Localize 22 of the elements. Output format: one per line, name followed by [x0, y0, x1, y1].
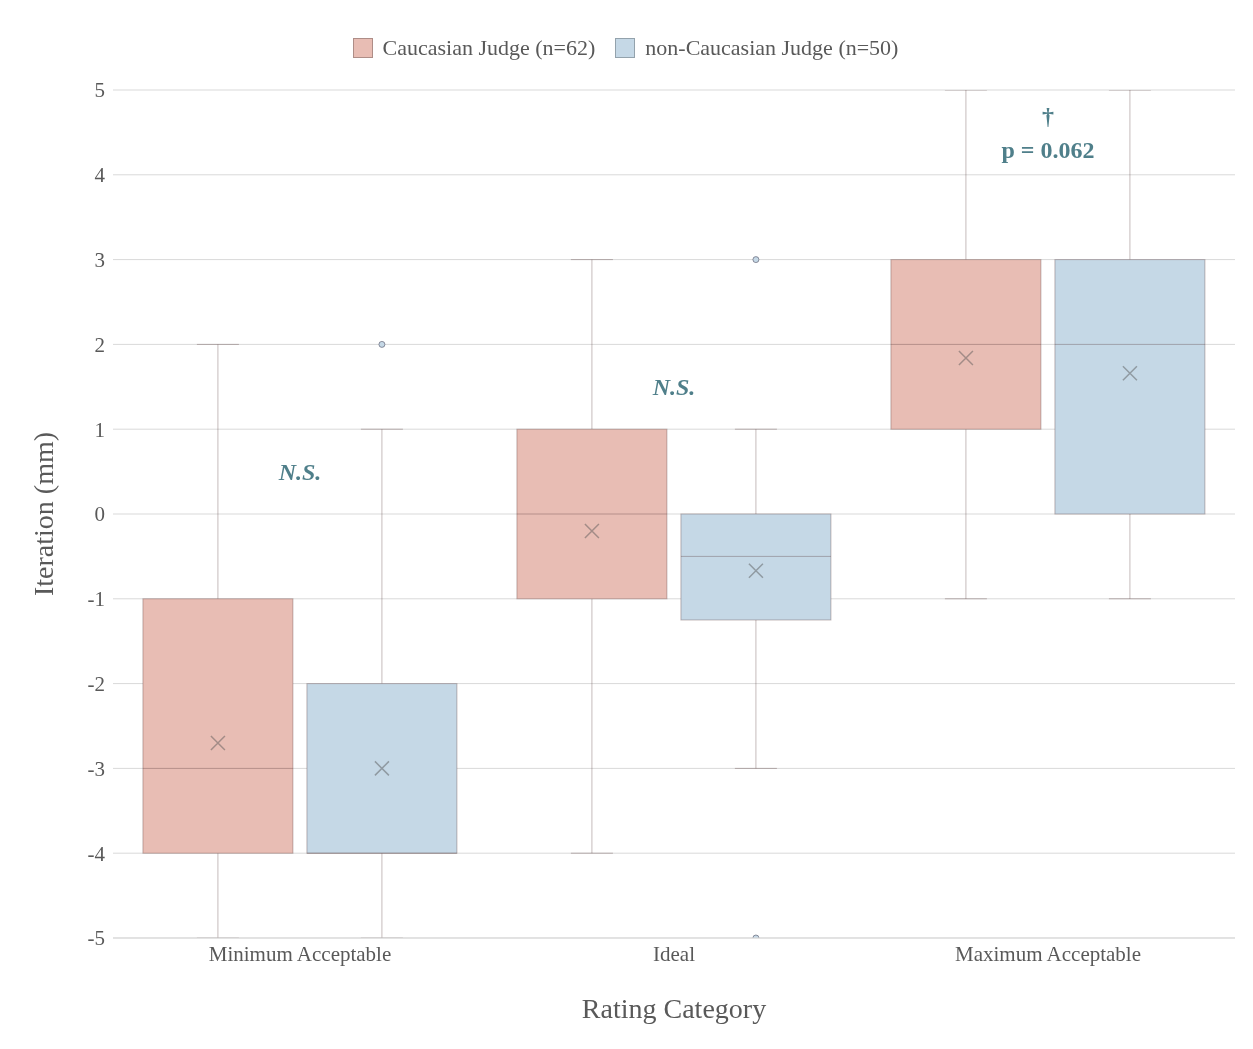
legend-label: Caucasian Judge (n=62): [381, 35, 596, 61]
y-tick-label: 0: [94, 502, 105, 527]
y-tick-label: -2: [87, 672, 105, 697]
x-tick-label: Maximum Acceptable: [954, 941, 1142, 966]
x-tick-label: Ideal: [653, 941, 696, 966]
y-tick-label: 5: [94, 78, 105, 103]
annotation: N.S.: [277, 459, 322, 486]
y-tick-label: -1: [87, 587, 105, 612]
legend-label: non-Caucasian Judge (n=50): [644, 35, 899, 61]
y-tick-label: -3: [87, 756, 105, 781]
annotation: †: [1042, 102, 1054, 129]
y-tick-label: 1: [94, 417, 105, 442]
y-tick-label: -5: [87, 926, 105, 951]
y-axis-title: Iteration (mm): [27, 431, 59, 597]
y-tick-label: 2: [94, 332, 105, 357]
x-axis-title: Rating Category: [581, 993, 767, 1024]
annotation: N.S.: [651, 374, 696, 401]
x-tick-label: Minimum Acceptable: [208, 941, 392, 966]
y-tick-label: 3: [94, 248, 105, 273]
annotation: p = 0.062: [1001, 136, 1095, 163]
y-tick-label: 4: [94, 163, 106, 188]
y-tick-label: -4: [87, 841, 106, 866]
